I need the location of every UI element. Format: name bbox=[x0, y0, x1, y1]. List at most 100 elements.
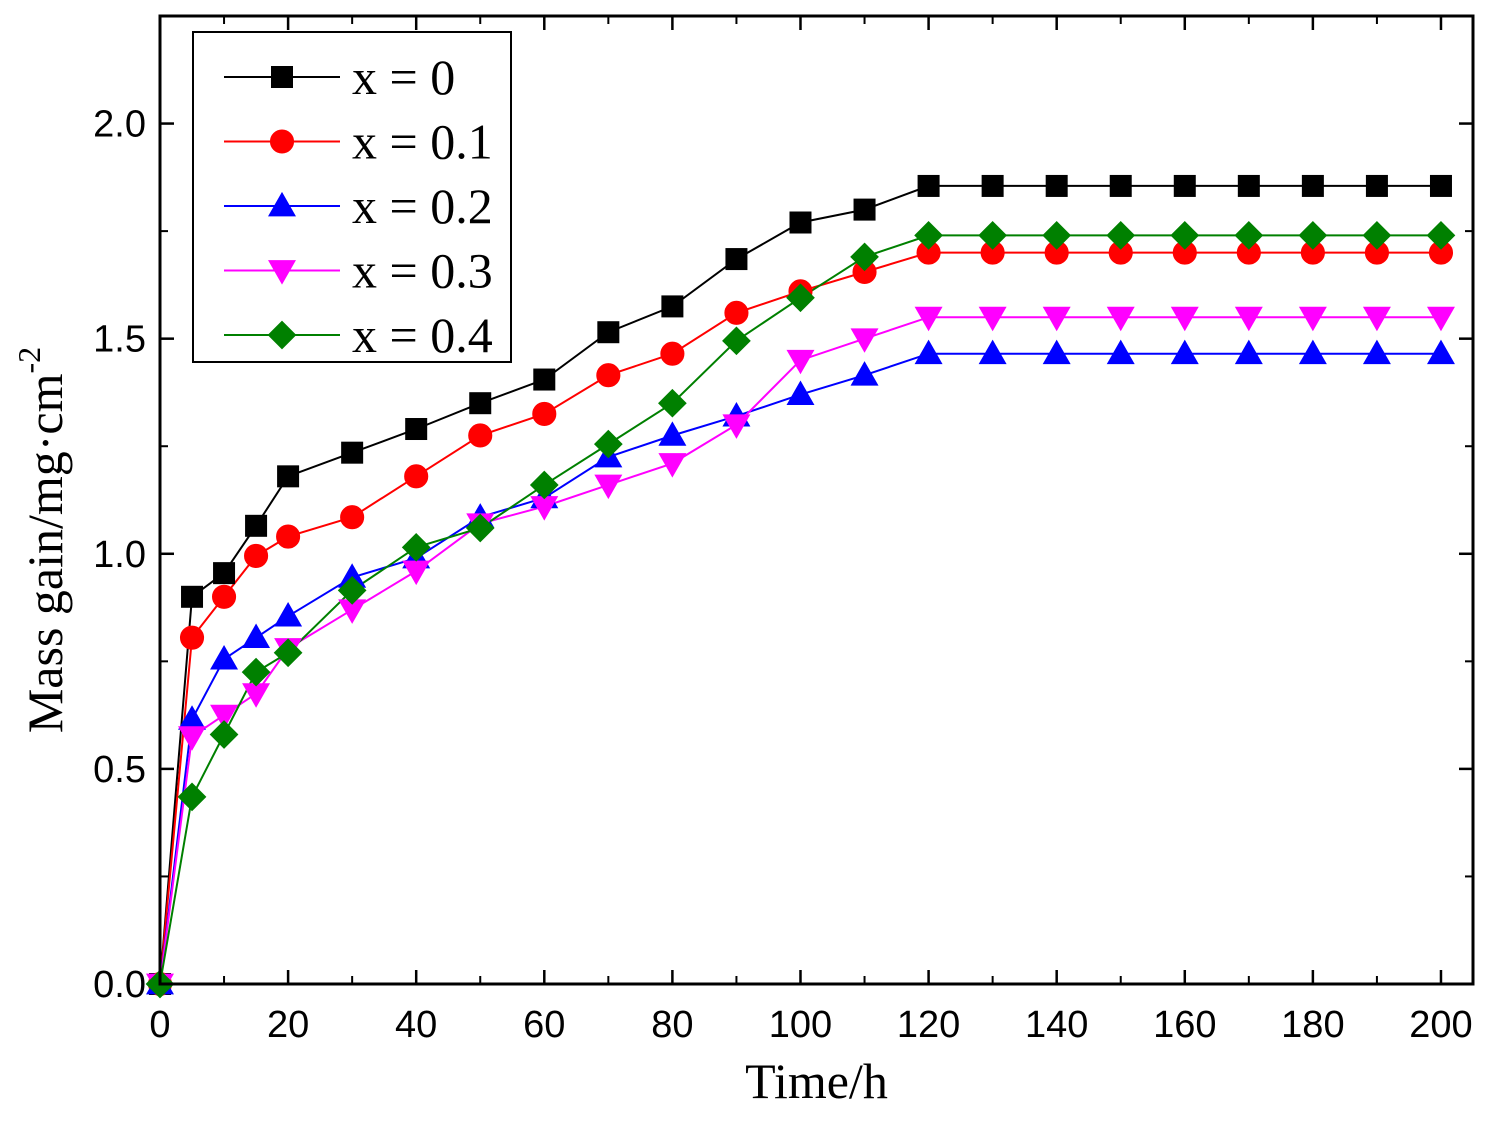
data-point-circle bbox=[211, 584, 237, 609]
data-point-square bbox=[597, 321, 620, 344]
data-point-triangle-up bbox=[1234, 339, 1263, 365]
legend-label: x = 0 bbox=[352, 49, 455, 105]
data-point-triangle-up bbox=[210, 645, 239, 670]
y-tick-label: 0.5 bbox=[93, 749, 146, 791]
data-point-circle bbox=[269, 129, 295, 154]
legend-items: x = 0 x = 0.1 x = 0.2 x = 0.3 x = 0.4 bbox=[224, 49, 493, 363]
legend-label: x = 0.2 bbox=[352, 178, 493, 234]
data-point-square bbox=[1301, 174, 1324, 197]
x-tick-label: 180 bbox=[1281, 1004, 1344, 1046]
data-point-triangle-up bbox=[1362, 339, 1391, 365]
data-point-triangle-down bbox=[268, 260, 296, 285]
data-point-diamond bbox=[401, 532, 431, 562]
data-point-square bbox=[271, 66, 293, 88]
data-point-circle bbox=[340, 505, 365, 530]
data-point-diamond bbox=[273, 638, 303, 668]
data-point-square bbox=[1045, 174, 1068, 197]
data-point-circle bbox=[468, 423, 493, 448]
data-point-triangle-down bbox=[1170, 306, 1199, 332]
data-point-square bbox=[533, 368, 556, 391]
data-point-triangle-down bbox=[786, 349, 815, 375]
data-point-square bbox=[469, 392, 492, 415]
x-tick-label: 80 bbox=[651, 1004, 693, 1046]
data-point-square bbox=[245, 514, 268, 537]
axis-ticks bbox=[158, 16, 1473, 986]
x-tick-label: 120 bbox=[897, 1004, 960, 1046]
data-point-triangle-down bbox=[850, 328, 879, 353]
data-point-triangle-up bbox=[786, 380, 815, 405]
y-axis-title-superscript: -2 bbox=[11, 347, 47, 374]
data-point-square bbox=[341, 441, 364, 464]
data-point-diamond bbox=[593, 429, 623, 459]
data-point-square bbox=[1365, 174, 1388, 197]
data-point-circle bbox=[532, 401, 557, 427]
data-point-triangle-up bbox=[914, 339, 943, 365]
data-point-diamond bbox=[465, 513, 495, 543]
y-axis-title: Mass gain/mg·cm-2 bbox=[11, 347, 73, 733]
data-point-triangle-down bbox=[1362, 306, 1391, 332]
data-point-diamond bbox=[786, 283, 815, 313]
data-point-triangle-up bbox=[1042, 339, 1071, 365]
x-tick-label: 200 bbox=[1409, 1004, 1472, 1046]
legend-label: x = 0.1 bbox=[352, 114, 493, 170]
data-point-square bbox=[277, 465, 300, 488]
series-markers bbox=[145, 174, 1456, 999]
data-point-square bbox=[917, 174, 940, 197]
data-point-circle bbox=[276, 524, 301, 549]
x-axis-title: Time/h bbox=[745, 1053, 888, 1109]
data-point-square bbox=[981, 174, 1004, 197]
data-point-triangle-down bbox=[722, 414, 751, 439]
data-point-triangle-up bbox=[1298, 339, 1327, 365]
x-tick-label: 160 bbox=[1153, 1004, 1216, 1046]
data-point-triangle-down bbox=[1234, 306, 1263, 332]
data-point-triangle-up bbox=[658, 421, 687, 446]
data-point-diamond bbox=[1426, 221, 1456, 250]
y-tick-label: 0.0 bbox=[93, 964, 146, 1006]
data-point-triangle-down bbox=[594, 474, 623, 500]
data-point-diamond bbox=[914, 221, 943, 250]
legend-label: x = 0.3 bbox=[352, 243, 493, 299]
data-point-triangle-down bbox=[978, 306, 1007, 332]
data-point-diamond bbox=[850, 242, 879, 272]
data-point-diamond bbox=[177, 782, 207, 812]
data-point-triangle-up bbox=[1426, 339, 1455, 365]
data-point-circle bbox=[596, 363, 621, 388]
y-tick-label: 1.5 bbox=[93, 319, 146, 361]
x-tick-label: 40 bbox=[395, 1004, 437, 1046]
data-point-triangle-down bbox=[178, 726, 207, 751]
data-point-diamond bbox=[241, 657, 271, 687]
data-point-diamond bbox=[722, 326, 751, 356]
data-point-triangle-up bbox=[1170, 339, 1199, 365]
data-point-diamond bbox=[1298, 221, 1328, 250]
data-point-diamond bbox=[337, 575, 367, 605]
data-point-diamond bbox=[1234, 221, 1264, 250]
data-point-diamond bbox=[529, 470, 559, 500]
data-point-diamond bbox=[658, 388, 687, 418]
data-point-square bbox=[1429, 174, 1452, 197]
data-point-diamond bbox=[1362, 221, 1392, 250]
data-point-diamond bbox=[1170, 221, 1200, 250]
data-point-circle bbox=[179, 625, 205, 650]
plot-frame bbox=[158, 14, 1475, 986]
data-point-circle bbox=[724, 300, 749, 325]
legend-label: x = 0.4 bbox=[352, 307, 493, 363]
data-point-triangle-up bbox=[850, 361, 879, 386]
x-tick-label: 60 bbox=[523, 1004, 565, 1046]
axis-tick-labels: 0 20 40 60 80 100 120 140 160 180 200 0.0 0.5 1.0 1.5 2… bbox=[93, 104, 1473, 1046]
data-point-triangle-down bbox=[658, 453, 687, 478]
y-tick-label: 2.0 bbox=[93, 104, 146, 146]
data-point-square bbox=[661, 295, 684, 318]
data-point-diamond bbox=[1106, 221, 1136, 250]
data-point-triangle-up bbox=[1106, 339, 1135, 365]
data-point-triangle-up bbox=[978, 339, 1007, 365]
data-point-triangle-down bbox=[1426, 306, 1455, 332]
data-point-square bbox=[405, 418, 428, 441]
data-point-triangle-down bbox=[1298, 306, 1327, 332]
x-tick-label: 140 bbox=[1025, 1004, 1088, 1046]
data-point-circle bbox=[660, 341, 685, 366]
x-tick-label: 0 bbox=[149, 1004, 170, 1046]
data-point-square bbox=[725, 248, 748, 271]
data-point-triangle-up bbox=[274, 602, 303, 627]
data-point-square bbox=[181, 585, 204, 608]
data-point-circle bbox=[244, 543, 269, 568]
